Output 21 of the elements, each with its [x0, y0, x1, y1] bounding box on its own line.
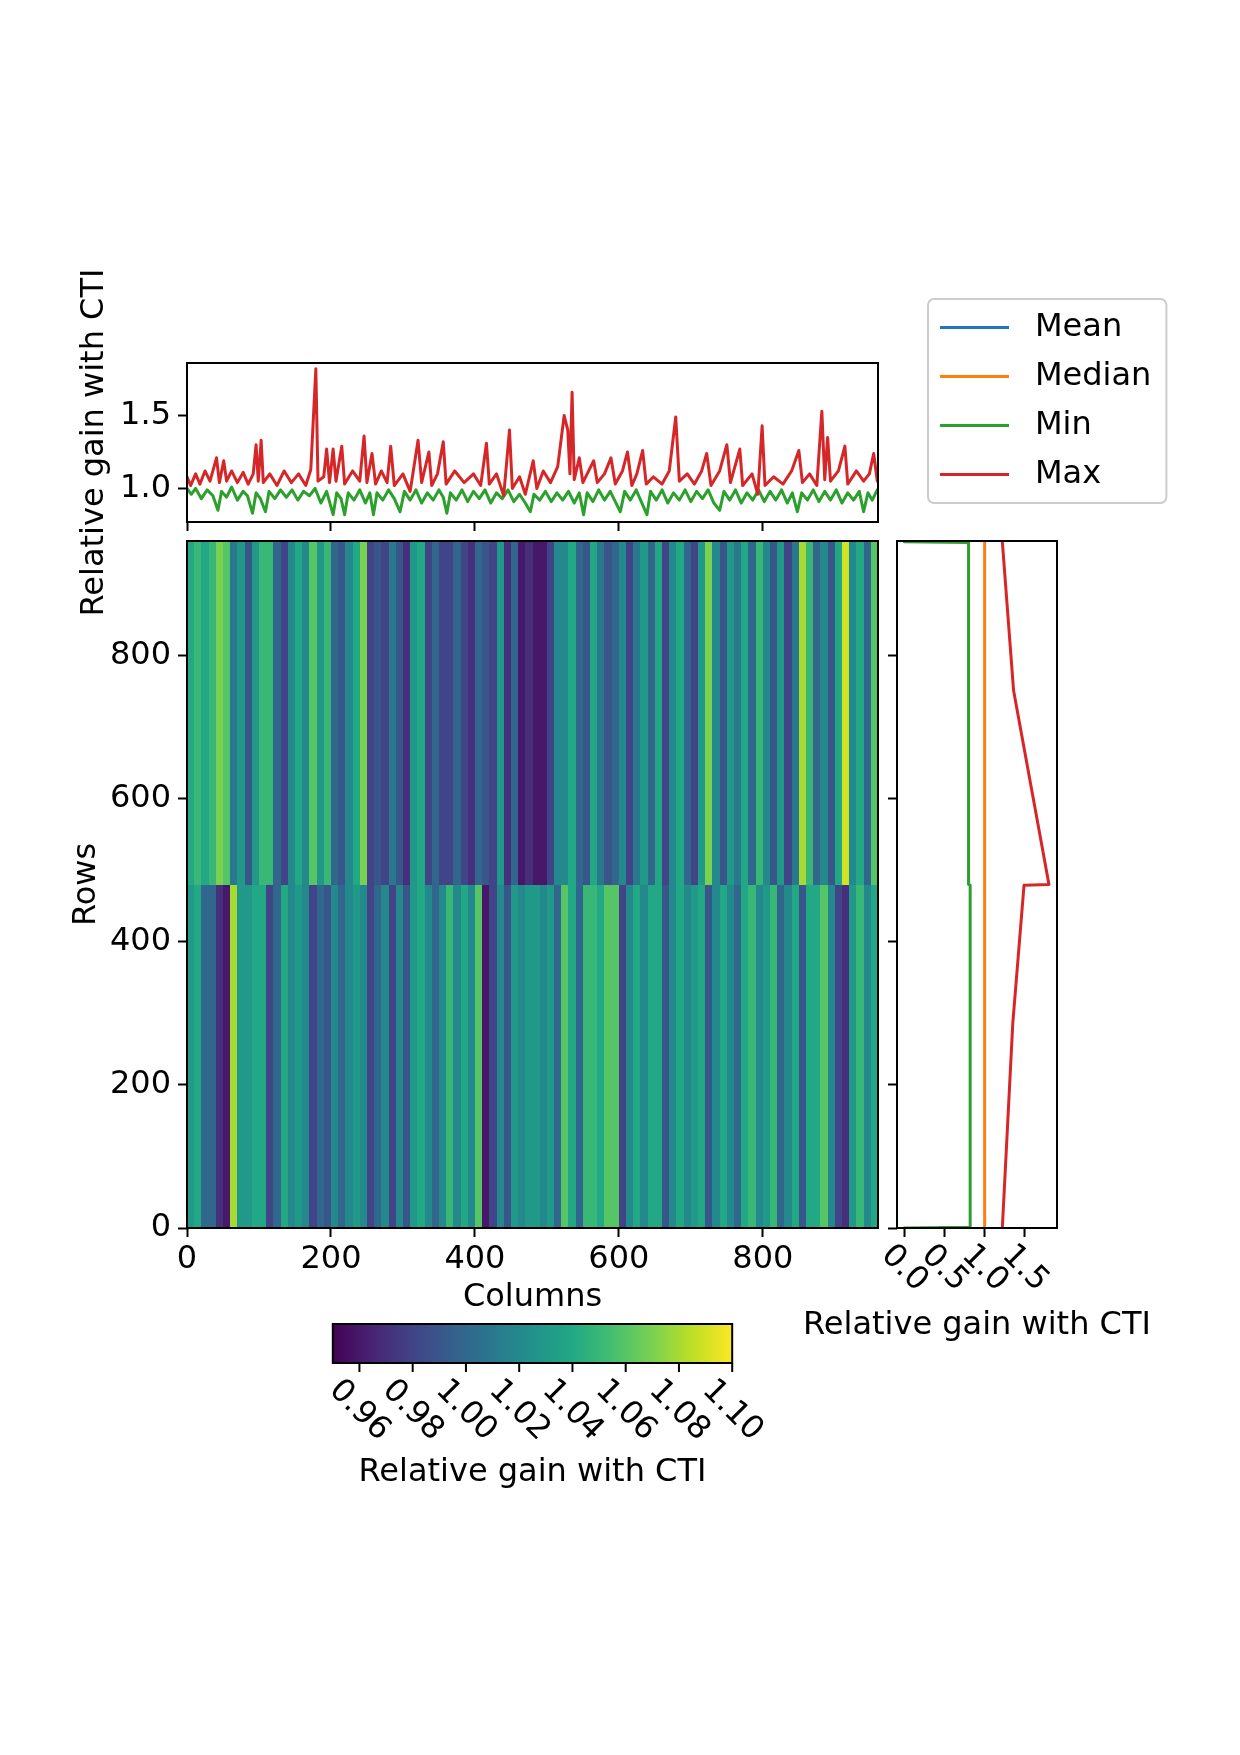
legend-label: Min	[1035, 403, 1092, 442]
x-tick-label: 800	[732, 1237, 794, 1276]
legend-label: Median	[1035, 354, 1152, 393]
y-axis-title: Rows	[65, 842, 104, 927]
color-bar-title: Relative gain with CTI	[358, 1451, 707, 1490]
legend-label: Mean	[1035, 305, 1123, 344]
x-tick-label: 600	[588, 1237, 650, 1276]
y-tick-label: 600	[109, 776, 171, 815]
y-tick-label: 800	[109, 633, 171, 672]
x-tick-label: 400	[444, 1237, 506, 1276]
y-tick-label: 0	[150, 1206, 171, 1245]
legend-label: Max	[1035, 452, 1102, 491]
x-axis-title: Columns	[462, 1276, 603, 1315]
x-tick-label: 0	[176, 1237, 198, 1276]
y-tick-label: 1.5	[120, 393, 171, 432]
x-axis-title: Relative gain with CTI	[803, 1304, 1151, 1343]
y-tick-label: 200	[109, 1063, 171, 1102]
y-axis-title: Relative gain with CTI	[73, 268, 112, 617]
y-tick-label: 400	[109, 920, 171, 959]
y-tick-label: 1.0	[120, 466, 171, 505]
x-tick-label: 200	[300, 1237, 362, 1276]
